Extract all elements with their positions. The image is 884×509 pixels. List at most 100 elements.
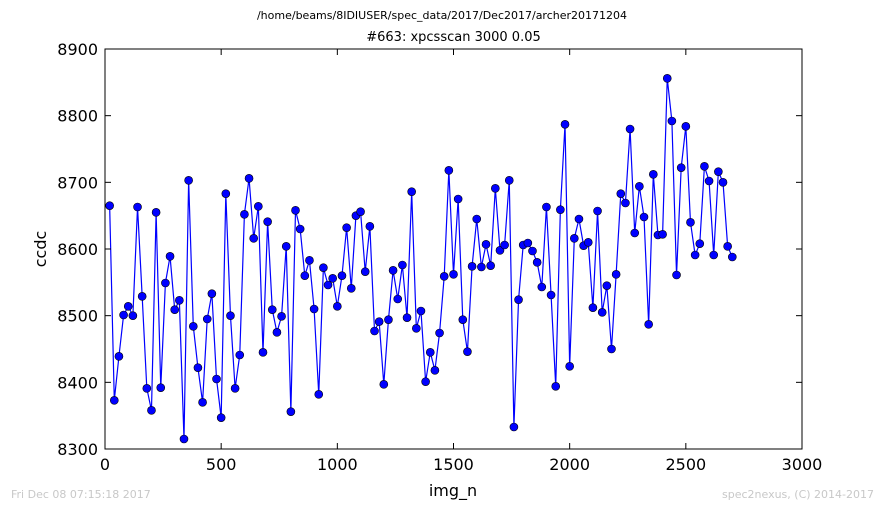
data-point [514,295,523,304]
data-point [333,302,342,311]
data-point [583,238,593,247]
data-point [105,201,114,210]
data-point [244,174,254,183]
data-point [723,242,732,251]
data-point [300,271,310,280]
data-point [393,294,403,304]
data-point [718,178,728,187]
data-point [681,122,691,131]
data-point [537,282,547,292]
data-point [644,320,653,329]
y-axis-label: ccdc [31,231,50,268]
data-point [272,328,282,337]
data-point [472,214,482,224]
data-point [374,317,384,326]
chart-title: #663: xpcsscan 3000 0.05 [366,30,541,45]
data-point [425,348,435,357]
data-point [165,252,175,261]
y-tick-label: 8700 [57,173,98,192]
data-point [500,240,509,250]
data-point [616,189,626,198]
data-point [556,205,565,214]
data-point [542,202,551,212]
data-point [607,344,616,354]
data-point [119,310,128,320]
data-point [727,252,737,262]
x-tick-label: 2000 [549,455,590,474]
data-point [193,363,203,372]
data-point [560,120,570,129]
data-series [105,74,737,444]
data-point [667,116,677,126]
data-point [551,382,561,391]
footer-timestamp: Fri Dec 08 07:15:18 2017 [11,488,151,501]
data-point [267,305,277,314]
data-point [504,176,514,185]
x-tick-label: 2500 [665,455,706,474]
data-point [123,302,133,311]
data-point [281,242,291,251]
data-point [319,263,328,272]
y-tick-label: 8400 [57,373,98,392]
x-tick-label: 0 [100,455,110,474]
data-point [286,407,296,416]
data-point [435,328,444,338]
data-point [258,348,268,357]
data-point [570,234,579,243]
y-tick-label: 8600 [57,240,98,259]
data-point [491,184,500,193]
data-point [170,305,179,314]
data-point [630,228,640,238]
data-point [700,162,709,171]
data-point [384,315,393,324]
data-point [337,271,347,280]
data-point [230,384,240,393]
data-point [574,214,584,224]
data-point [226,311,235,320]
data-point [649,170,658,179]
y-tick-label: 8300 [57,440,98,459]
data-point [565,362,574,371]
data-point [421,377,430,386]
data-point [704,176,714,186]
data-point [509,422,519,432]
data-point [611,270,621,279]
x-tick-label: 1000 [317,455,358,474]
x-tick-label: 1500 [433,455,474,474]
data-point [151,208,161,217]
data-point [254,202,263,211]
data-point [695,239,705,248]
data-point [449,270,458,279]
data-point [625,124,635,134]
data-point [365,222,375,231]
data-point [676,163,686,172]
data-point [463,347,472,356]
data-point [291,206,300,215]
series-line [109,78,733,440]
data-point [639,212,649,222]
data-point [690,250,700,260]
data-point [360,267,370,276]
x-axis-label: img_n [429,481,477,501]
data-point [370,326,379,336]
data-point [709,250,719,260]
data-point [407,187,416,196]
data-point [686,218,695,227]
data-point [263,217,272,226]
data-point [216,413,226,422]
data-point [662,74,672,83]
data-point [481,240,491,249]
data-point [402,313,412,322]
y-tick-label: 8800 [57,107,98,126]
data-point [221,189,231,198]
data-point [184,176,193,185]
data-point [323,280,333,290]
data-point [249,234,258,243]
data-point [635,182,644,191]
data-point [658,230,667,239]
data-point [621,198,630,208]
data-point [314,390,324,399]
data-point [379,380,389,389]
data-point [453,194,463,204]
data-point [137,292,147,301]
